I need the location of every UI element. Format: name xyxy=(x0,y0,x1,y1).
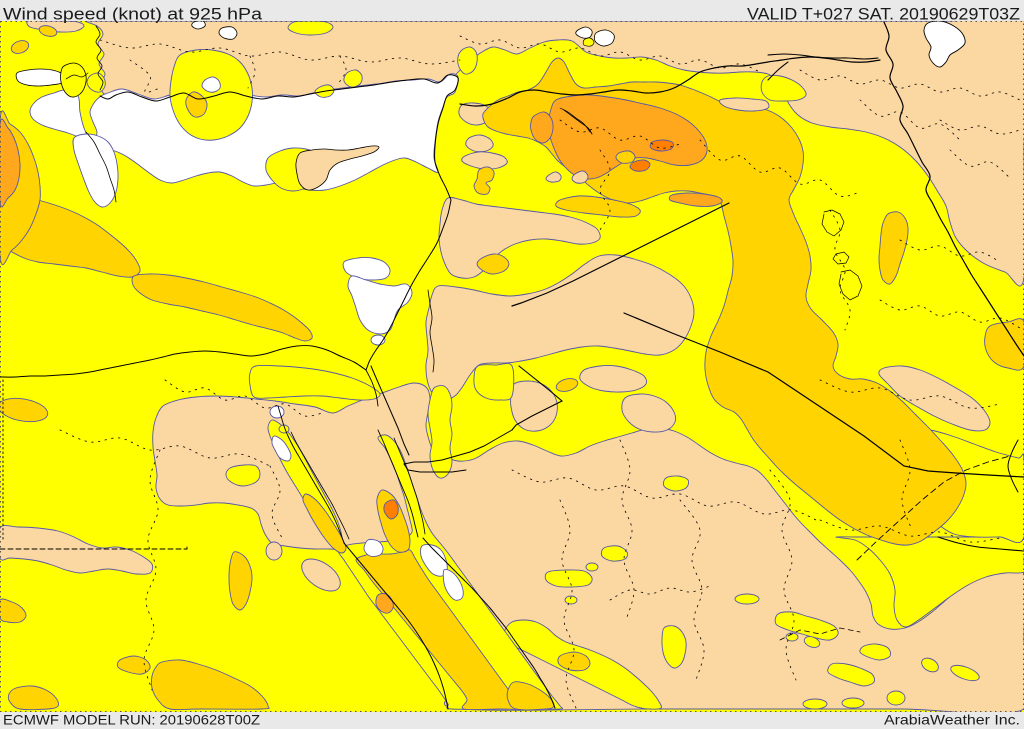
svg-text:Wind speed (knot) at 925 hPa: Wind speed (knot) at 925 hPa xyxy=(3,6,263,24)
svg-text:ArabiaWeather Inc.: ArabiaWeather Inc. xyxy=(884,712,1020,728)
svg-text:ECMWF MODEL RUN: 20190628T00Z: ECMWF MODEL RUN: 20190628T00Z xyxy=(3,712,260,728)
svg-text:VALID T+027 SAT. 20190629T03Z: VALID T+027 SAT. 20190629T03Z xyxy=(747,6,1020,24)
